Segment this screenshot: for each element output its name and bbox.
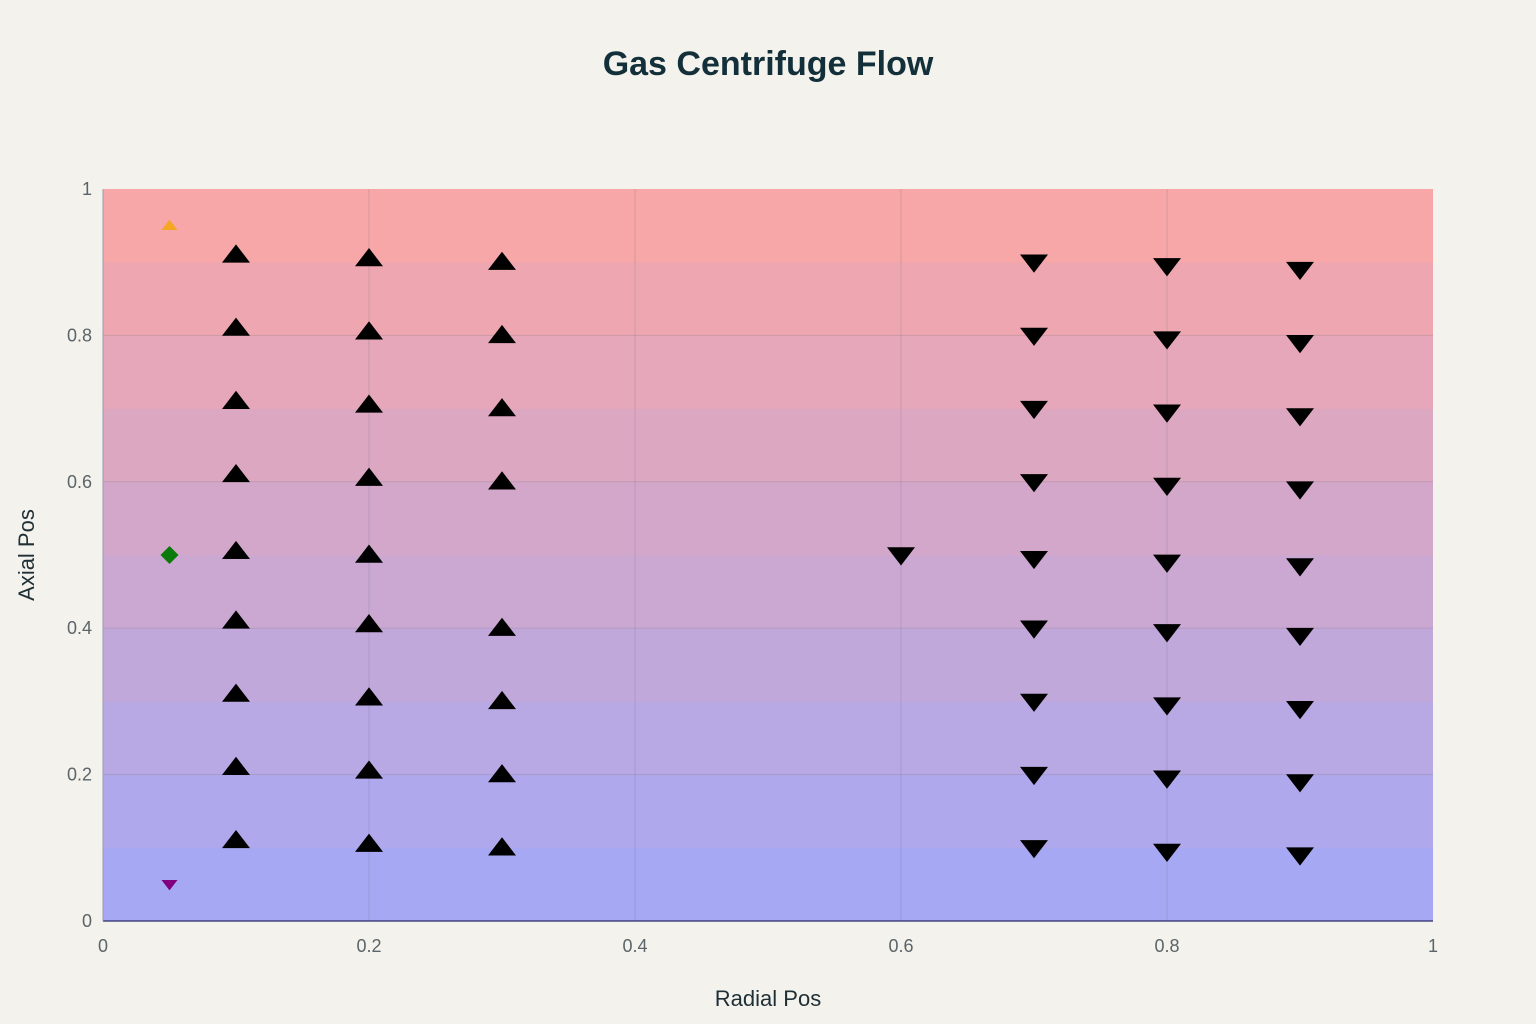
triangle-down-marker [1020,693,1048,712]
background-band [103,189,1433,263]
triangle-up-marker [355,394,383,413]
triangle-down-marker [1286,847,1314,866]
triangle-up-marker [355,760,383,779]
triangle-up-marker [222,463,250,483]
triangle-down-marker [1020,766,1048,786]
triangle-down-marker [161,880,178,891]
triangle-down-marker [1020,327,1048,346]
triangle-up-marker [222,390,250,409]
triangle-up-marker [355,614,383,633]
y-tick-label: 0.6 [67,472,92,492]
triangle-down-marker [887,547,915,566]
triangle-up-marker [222,610,250,629]
triangle-up-marker [355,248,383,267]
x-tick-label: 0 [98,936,108,956]
triangle-down-marker [1286,701,1314,720]
background-band [103,481,1433,556]
triangle-up-marker [488,690,516,710]
triangle-up-marker [222,829,250,849]
background-band [103,262,1433,336]
x-tick-label: 0.6 [888,936,913,956]
x-tick-labels: 0 0.2 0.4 0.6 0.8 1 [98,936,1438,956]
x-tick-label: 0.8 [1154,936,1179,956]
triangle-up-marker [222,317,250,336]
triangle-up-marker [222,756,250,775]
triangle-up-marker [488,764,516,783]
triangle-down-marker [1153,554,1181,573]
background-band [103,408,1433,483]
background-band [103,847,1433,922]
x-tick-label: 1 [1428,936,1438,956]
triangle-up-marker [488,471,516,490]
triangle-down-marker [1153,331,1181,350]
triangle-up-marker [488,251,516,270]
background-band [103,628,1433,702]
triangle-down-marker [1020,620,1048,639]
triangle-up-marker [355,544,383,563]
background-band [103,555,1433,629]
triangle-up-marker [222,540,250,560]
triangle-down-marker [1020,400,1048,420]
grid [103,189,1433,921]
triangle-up-marker [222,244,250,263]
triangle-down-marker [1153,258,1181,277]
background-band [103,335,1433,410]
x-axis-title: Radial Pos [715,986,821,1011]
triangle-up-marker [488,398,516,417]
background-band [103,774,1433,849]
triangle-down-marker [1020,840,1048,859]
y-tick-labels: 0 0.2 0.4 0.6 0.8 1 [67,179,92,931]
triangle-down-marker [1153,477,1181,496]
triangle-down-marker [1020,474,1048,493]
y-tick-label: 0.2 [67,765,92,785]
triangle-down-marker [1020,254,1048,273]
triangle-up-marker [355,467,383,486]
triangle-down-marker [1153,404,1181,423]
triangle-down-marker [1153,843,1181,862]
triangle-up-marker [488,617,516,636]
y-tick-label: 1 [82,179,92,199]
y-tick-label: 0.4 [67,618,92,638]
background-band [103,701,1433,776]
triangle-up-marker [355,321,383,340]
y-axis-title: Axial Pos [14,509,39,601]
triangle-up-marker [222,683,250,702]
triangle-down-marker [1286,481,1314,500]
triangle-down-marker [1286,261,1314,281]
triangle-down-marker [1153,770,1181,789]
triangle-down-marker [1286,335,1314,354]
triangle-down-marker [1286,627,1314,647]
diamond-marker [160,546,179,564]
plot-background [103,189,1433,922]
triangle-down-marker [1286,408,1314,427]
triangle-up-marker [161,219,178,230]
y-tick-label: 0.8 [67,325,92,345]
triangle-down-marker [1153,697,1181,716]
triangle-down-marker [1153,624,1181,643]
triangle-down-marker [1286,774,1314,793]
y-tick-label: 0 [82,911,92,931]
x-tick-label: 0.2 [356,936,381,956]
triangle-down-marker [1286,558,1314,577]
triangle-up-marker [355,687,383,706]
data-markers [160,219,1314,891]
triangle-up-marker [355,833,383,852]
triangle-up-marker [488,324,516,344]
triangle-down-marker [1020,550,1048,570]
x-tick-label: 0.4 [622,936,647,956]
triangle-up-marker [488,837,516,856]
chart-title: Gas Centrifuge Flow [603,45,934,83]
